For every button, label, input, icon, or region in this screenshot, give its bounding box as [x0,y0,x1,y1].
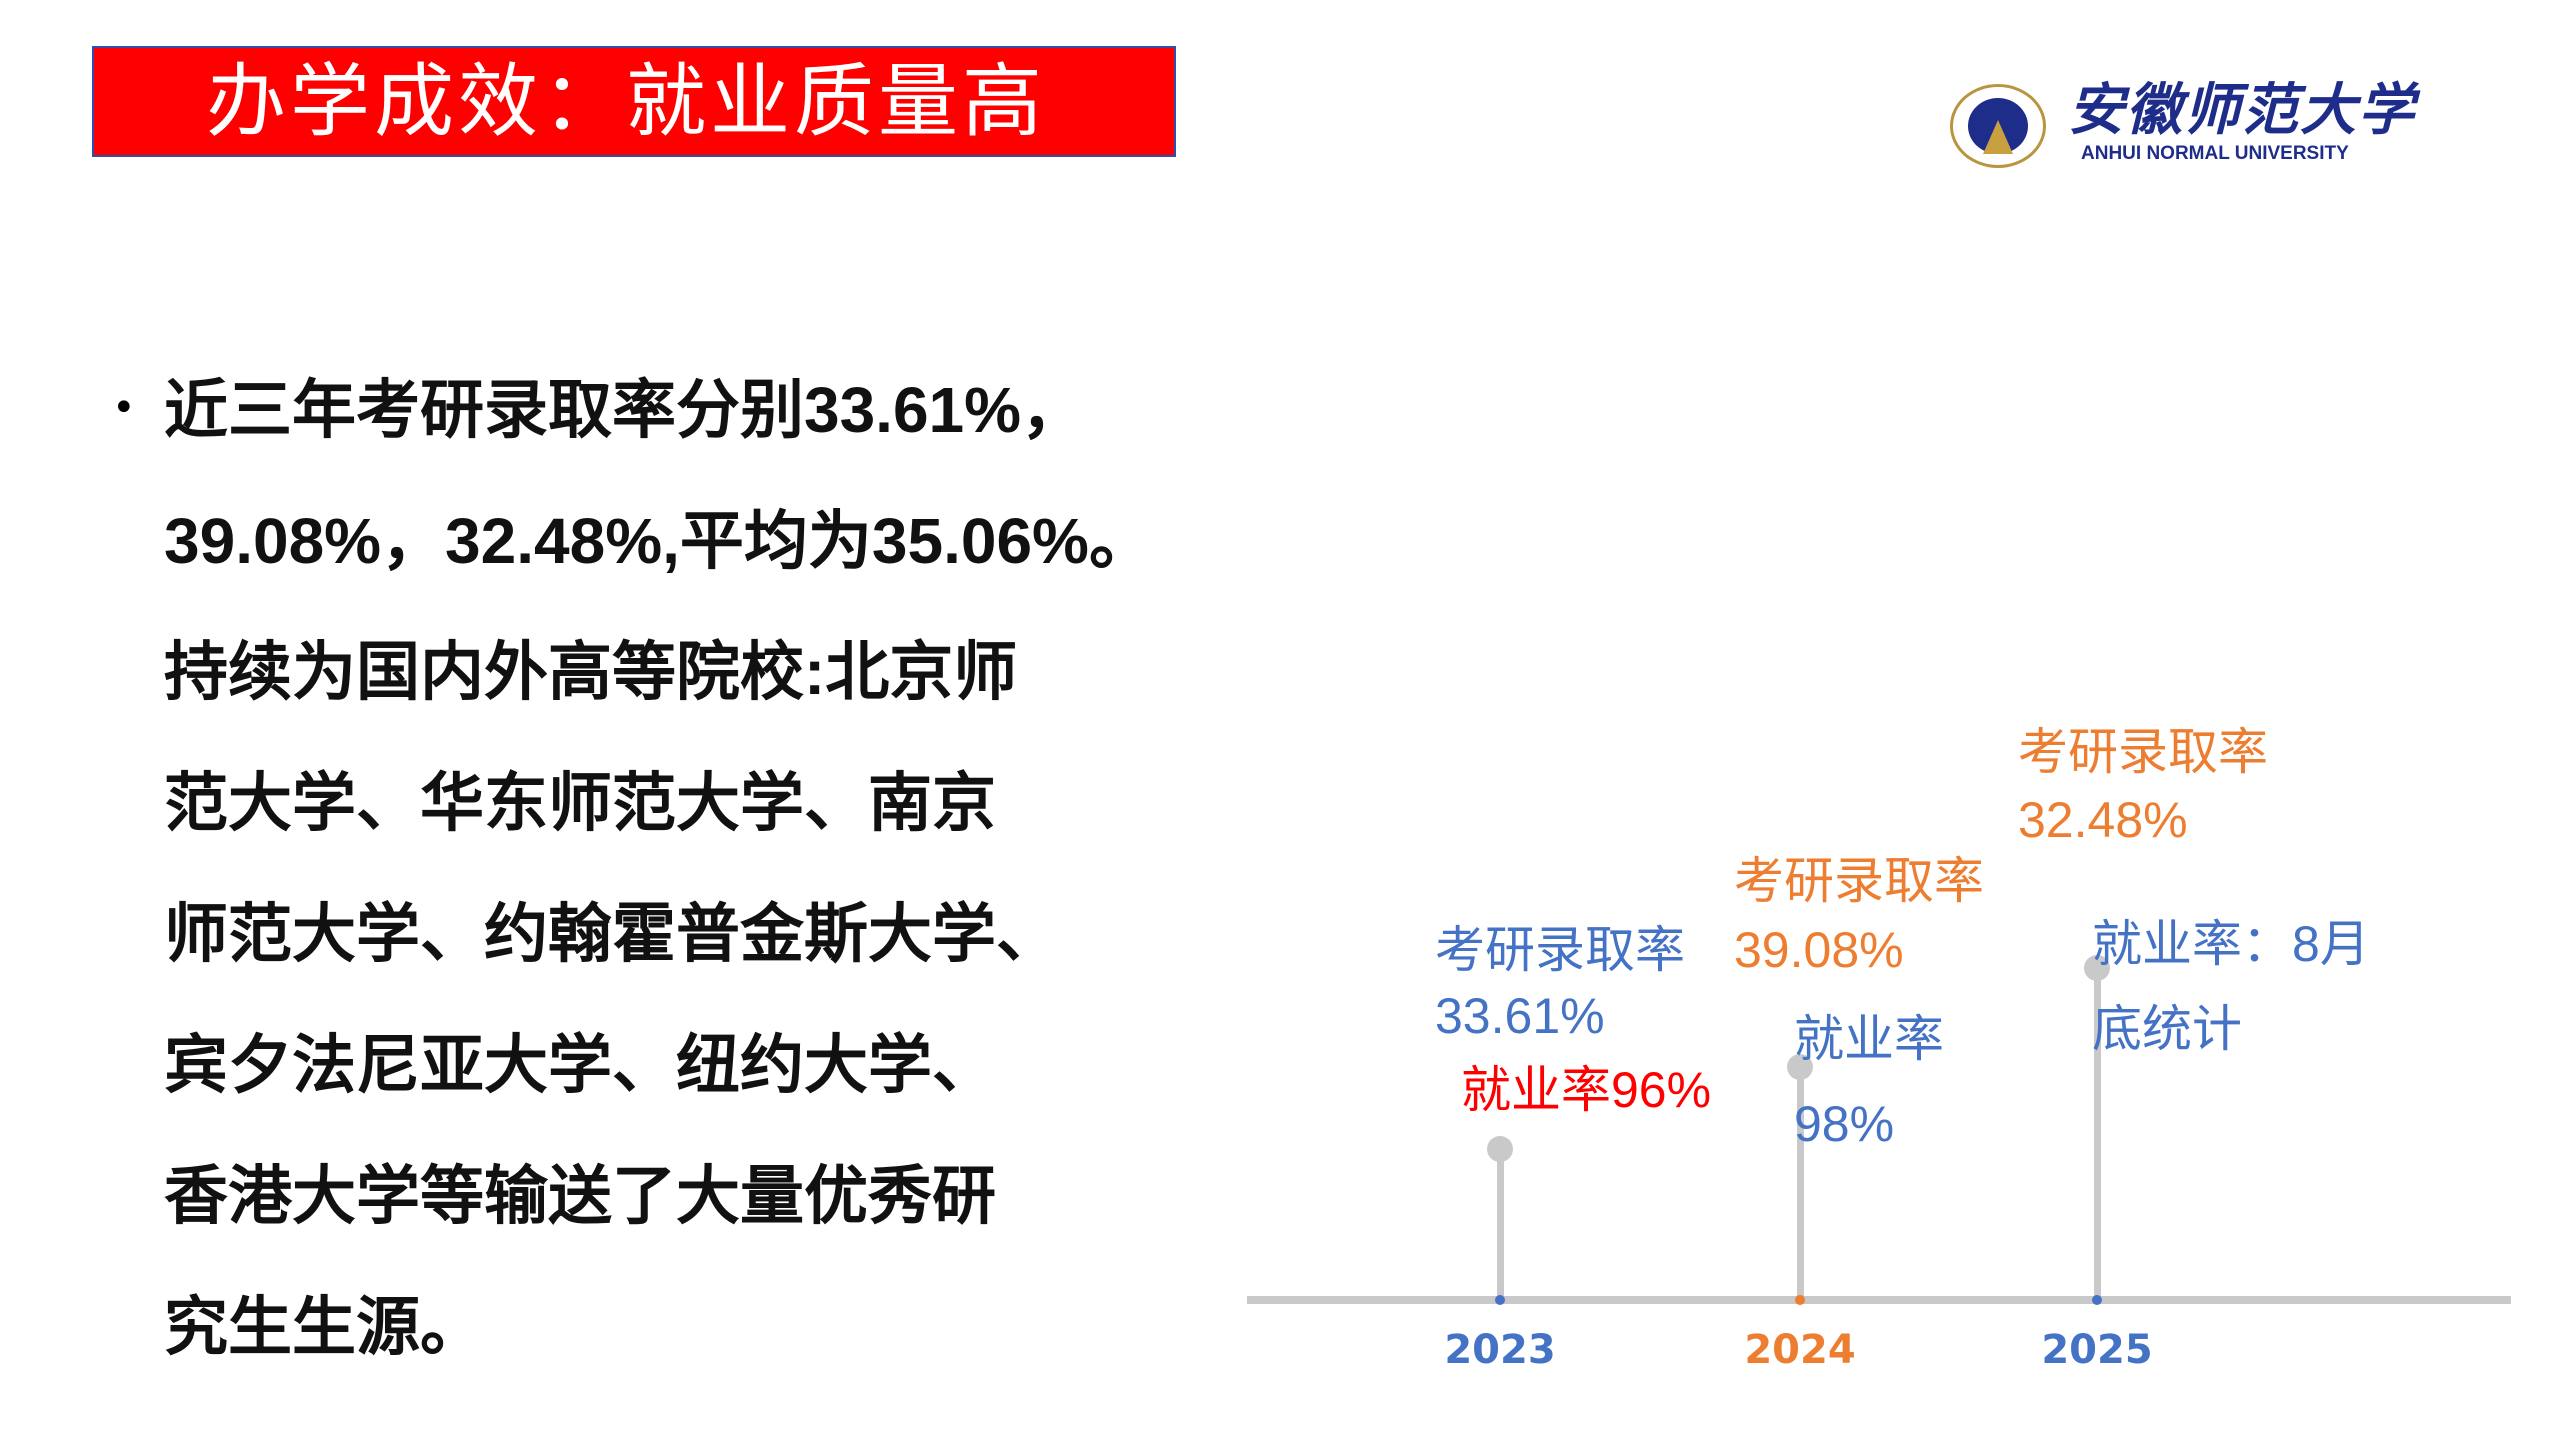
university-name-cn: 安徽师范大学 [2068,77,2416,143]
kaoyan-label-2023: 考研录取率 [1435,922,1685,978]
body-line: 究生生源。 [164,1291,484,1363]
timeline-marker-2025 [2084,955,2110,981]
slide-title: 办学成效：就业质量高 [206,54,1046,148]
timeline-stem-2025 [2094,968,2101,1299]
kaoyan-value-2023: 33.61% [1435,988,1605,1044]
bullet-icon: • [112,385,136,431]
timeline-point-2023 [1495,1295,1505,1305]
timeline-stem-2023 [1497,1149,1504,1299]
slide-title-banner: 办学成效：就业质量高 [92,46,1176,157]
body-line: 香港大学等输送了大量优秀研 [164,1160,996,1232]
employment-value-2025: 底统计 [2092,1001,2242,1057]
year-label-2023: 2023 [1444,1327,1556,1373]
timeline-axis [1247,1296,2511,1304]
timeline-point-2024 [1795,1295,1805,1305]
timeline-point-2025 [2092,1295,2102,1305]
body-line: 师范大学、约翰霍普金斯大学、 [164,898,1060,970]
year-label-2025: 2025 [2041,1327,2153,1373]
timeline-stem-2024 [1797,1067,1804,1299]
kaoyan-value-2024: 39.08% [1734,922,1904,978]
employment-label-2025: 就业率：8月 [2092,916,2370,972]
university-seal-logo [1950,84,2046,168]
employment-2023: 就业率96% [1461,1062,1712,1118]
body-line: 39.08%，32.48%,平均为35.06%。 [164,505,1153,577]
kaoyan-value-2025: 32.48% [2018,792,2188,848]
timeline-marker-2023 [1487,1136,1513,1162]
body-line: 范大学、华东师范大学、南京 [164,767,996,839]
year-label-2024: 2024 [1744,1327,1856,1373]
employment-label-2024: 就业率 [1794,1011,1944,1067]
body-line: 近三年考研录取率分别33.61%， [164,374,1086,446]
timeline-marker-2024 [1787,1054,1813,1080]
body-line: 持续为国内外高等院校:北京师 [164,636,1018,708]
employment-value-2024: 98% [1794,1096,1895,1152]
university-name-en: ANHUI NORMAL UNIVERSITY [2081,143,2349,164]
kaoyan-label-2024: 考研录取率 [1734,853,1984,909]
body-line: 宾夕法尼亚大学、纽约大学、 [164,1029,996,1101]
kaoyan-label-2025: 考研录取率 [2018,724,2268,780]
